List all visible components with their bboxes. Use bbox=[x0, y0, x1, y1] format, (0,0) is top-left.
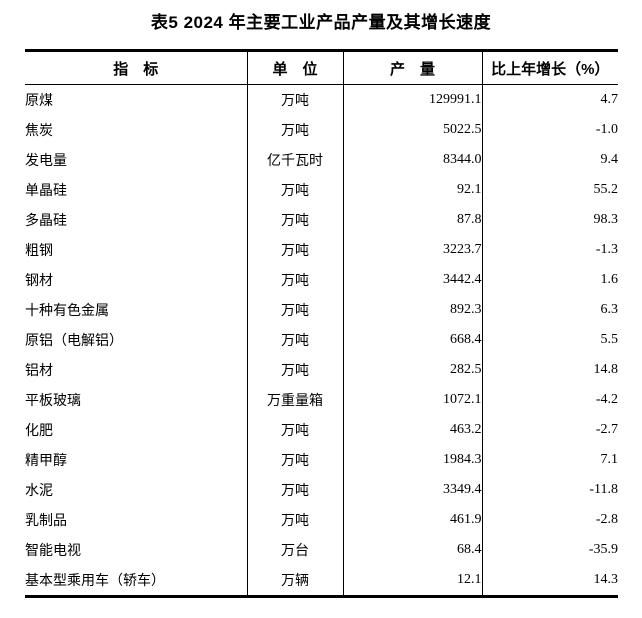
growth-cell: -1.3 bbox=[595, 242, 618, 257]
table-row: 原铝（电解铝） 万吨 668.4 5.5 bbox=[25, 325, 618, 355]
growth-cell: -4.2 bbox=[595, 392, 618, 407]
indicator-cell: 智能电视 bbox=[25, 535, 248, 565]
table-row: 精甲醇 万吨 1984.3 7.1 bbox=[25, 445, 618, 475]
indicator-cell: 乳制品 bbox=[25, 505, 248, 535]
growth-cell: -1.0 bbox=[595, 122, 618, 137]
growth-cell: 55.2 bbox=[593, 182, 619, 197]
table-title: 表5 2024 年主要工业产品产量及其增长速度 bbox=[150, 13, 492, 32]
output-cell: 129991.1 bbox=[343, 84, 483, 115]
output-cell: 463.2 bbox=[343, 415, 483, 445]
indicator-cell: 多晶硅 bbox=[25, 205, 248, 235]
indicator-cell: 精甲醇 bbox=[25, 445, 248, 475]
output-cell: 3223.7 bbox=[343, 235, 483, 265]
growth-cell: 14.3 bbox=[593, 572, 619, 587]
table-row: 发电量 亿千瓦时 8344.0 9.4 bbox=[25, 145, 618, 175]
unit-cell: 万辆 bbox=[247, 565, 344, 597]
output-cell: 1984.3 bbox=[343, 445, 483, 475]
indicator-cell: 发电量 bbox=[25, 145, 248, 175]
table-row: 原煤 万吨 129991.1 4.7 bbox=[25, 84, 619, 115]
table-row: 基本型乘用车（轿车） 万辆 12.1 14.3 bbox=[25, 565, 618, 597]
header-growth: 比上年增长（%） bbox=[482, 50, 618, 85]
growth-cell: -2.7 bbox=[595, 422, 618, 437]
indicator-cell: 粗钢 bbox=[25, 235, 248, 265]
indicator-cell: 十种有色金属 bbox=[25, 295, 248, 325]
table-row: 乳制品 万吨 461.9 -2.8 bbox=[25, 505, 618, 535]
indicator-cell: 原煤 bbox=[25, 84, 248, 115]
growth-cell: 9.4 bbox=[600, 152, 619, 167]
table-row: 粗钢 万吨 3223.7 -1.3 bbox=[25, 235, 618, 265]
growth-cell: 7.1 bbox=[600, 452, 619, 467]
unit-cell: 万吨 bbox=[247, 355, 344, 385]
output-cell: 68.4 bbox=[343, 535, 483, 565]
output-cell: 87.8 bbox=[343, 205, 483, 235]
indicator-cell: 钢材 bbox=[25, 265, 248, 295]
unit-cell: 万吨 bbox=[247, 505, 344, 535]
indicator-cell: 铝材 bbox=[25, 355, 248, 385]
unit-cell: 万台 bbox=[247, 535, 344, 565]
output-cell: 12.1 bbox=[343, 565, 483, 597]
output-cell: 8344.0 bbox=[343, 145, 483, 175]
output-cell: 892.3 bbox=[343, 295, 483, 325]
header-output: 产 量 bbox=[343, 50, 483, 85]
growth-cell: -11.8 bbox=[589, 482, 618, 497]
indicator-cell: 化肥 bbox=[25, 415, 248, 445]
output-cell: 461.9 bbox=[343, 505, 483, 535]
unit-cell: 万吨 bbox=[247, 265, 344, 295]
growth-cell: -35.9 bbox=[588, 542, 618, 557]
unit-cell: 万吨 bbox=[247, 84, 344, 115]
indicator-cell: 基本型乘用车（轿车） bbox=[25, 565, 248, 597]
unit-cell: 万吨 bbox=[247, 115, 344, 145]
growth-cell: 5.5 bbox=[600, 332, 619, 347]
output-cell: 282.5 bbox=[343, 355, 483, 385]
indicator-cell: 平板玻璃 bbox=[25, 385, 248, 415]
unit-cell: 亿千瓦时 bbox=[247, 145, 344, 175]
industrial-output-table: 指 标 单 位 产 量 比上年增长（%） 原煤 万吨 129991.1 4.7 … bbox=[25, 49, 618, 598]
unit-cell: 万吨 bbox=[247, 205, 344, 235]
unit-cell: 万吨 bbox=[247, 475, 344, 505]
growth-cell: 6.3 bbox=[600, 302, 619, 317]
indicator-cell: 单晶硅 bbox=[25, 175, 248, 205]
growth-cell: 4.7 bbox=[600, 92, 619, 107]
unit-cell: 万吨 bbox=[247, 295, 344, 325]
growth-cell: 14.8 bbox=[593, 362, 619, 377]
table-row: 平板玻璃 万重量箱 1072.1 -4.2 bbox=[25, 385, 618, 415]
unit-cell: 万吨 bbox=[247, 175, 344, 205]
output-cell: 3349.4 bbox=[343, 475, 483, 505]
table-row: 单晶硅 万吨 92.1 55.2 bbox=[25, 175, 618, 205]
table-header: 指 标 单 位 产 量 比上年增长（%） bbox=[25, 50, 618, 85]
table-row: 十种有色金属 万吨 892.3 6.3 bbox=[25, 295, 618, 325]
table-row: 水泥 万吨 3349.4 -11.8 bbox=[25, 475, 618, 505]
indicator-cell: 水泥 bbox=[25, 475, 248, 505]
growth-cell: 1.6 bbox=[600, 272, 619, 287]
unit-cell: 万重量箱 bbox=[247, 385, 344, 415]
output-cell: 1072.1 bbox=[343, 385, 483, 415]
table-row: 焦炭 万吨 5022.5 -1.0 bbox=[25, 115, 618, 145]
header-unit: 单 位 bbox=[247, 50, 344, 85]
table-body: 原煤 万吨 129991.1 4.7 焦炭 万吨 5022.5 -1.0 发电量… bbox=[25, 84, 619, 597]
header-row: 指 标 单 位 产 量 比上年增长（%） bbox=[25, 50, 618, 85]
growth-cell: 98.3 bbox=[593, 212, 619, 227]
output-cell: 668.4 bbox=[343, 325, 483, 355]
indicator-cell: 焦炭 bbox=[25, 115, 248, 145]
unit-cell: 万吨 bbox=[247, 325, 344, 355]
unit-cell: 万吨 bbox=[247, 445, 344, 475]
unit-cell: 万吨 bbox=[247, 415, 344, 445]
output-cell: 5022.5 bbox=[343, 115, 483, 145]
output-cell: 92.1 bbox=[343, 175, 483, 205]
table-row: 智能电视 万台 68.4 -35.9 bbox=[25, 535, 618, 565]
output-cell: 3442.4 bbox=[343, 265, 483, 295]
unit-cell: 万吨 bbox=[247, 235, 344, 265]
table-row: 铝材 万吨 282.5 14.8 bbox=[25, 355, 618, 385]
table-row: 化肥 万吨 463.2 -2.7 bbox=[25, 415, 618, 445]
indicator-cell: 原铝（电解铝） bbox=[25, 325, 248, 355]
header-indicator: 指 标 bbox=[25, 50, 248, 85]
table-row: 多晶硅 万吨 87.8 98.3 bbox=[25, 205, 618, 235]
growth-cell: -2.8 bbox=[595, 512, 618, 527]
table-row: 钢材 万吨 3442.4 1.6 bbox=[25, 265, 618, 295]
